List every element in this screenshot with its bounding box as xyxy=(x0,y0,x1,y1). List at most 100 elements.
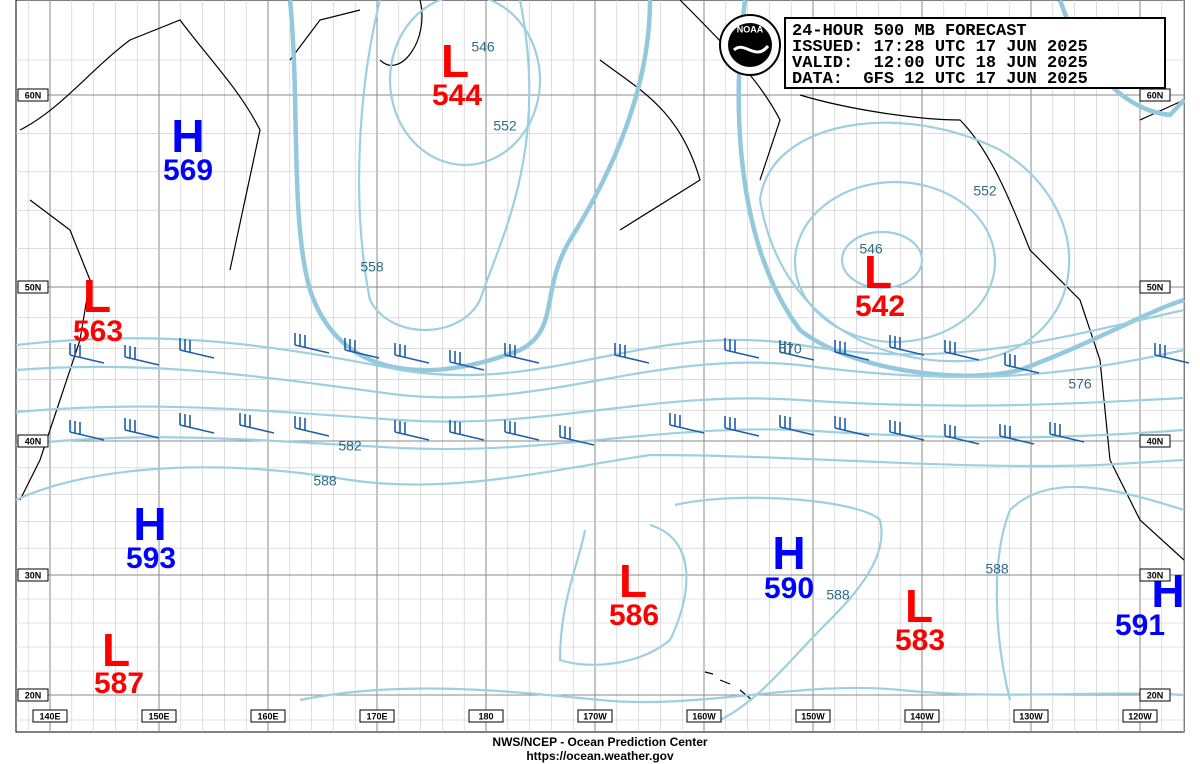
graticule-label: 30N xyxy=(1147,570,1164,580)
header-line: 24-HOUR 500 MB FORECAST xyxy=(792,22,1027,41)
center-letter: H xyxy=(171,110,204,162)
contour-labels: 546 552 558 570 576 582 588 588 588 546 552 xyxy=(313,39,1092,603)
graticule-label: 120W xyxy=(1128,711,1152,721)
label-box xyxy=(795,709,831,723)
graticule-label: 60N xyxy=(25,90,42,100)
wind-barb xyxy=(449,420,485,441)
center-letter: L xyxy=(102,624,130,676)
center-letter: L xyxy=(83,270,111,322)
graticule-label: 50N xyxy=(1147,282,1164,292)
map-frame xyxy=(15,0,1185,733)
wind-barb xyxy=(394,343,430,364)
wind-barb xyxy=(294,416,330,437)
wind-barb xyxy=(504,420,540,441)
wind-barb xyxy=(394,420,430,441)
graticule-label: 20N xyxy=(1147,690,1164,700)
wind-barb xyxy=(69,420,105,441)
contour-label: 552 xyxy=(973,183,997,199)
label-box xyxy=(1139,568,1171,582)
graticule-label: 20N xyxy=(25,690,42,700)
label-box xyxy=(250,709,286,723)
contour xyxy=(15,308,1185,377)
center-letter: H xyxy=(133,498,166,550)
center-value: 583 xyxy=(895,624,945,657)
center-letter: L xyxy=(619,555,647,607)
center-value: 593 xyxy=(126,542,176,575)
header-box xyxy=(784,17,1166,89)
graticule-label: 150W xyxy=(801,711,825,721)
contour-label: 588 xyxy=(985,561,1009,577)
footer: NWS/NCEP - Ocean Prediction Center xyxy=(492,735,707,749)
center-letter: L xyxy=(864,246,892,298)
contour-label: 582 xyxy=(338,438,362,454)
graticule-label: 140E xyxy=(39,711,60,721)
header-line: VALID: 12:00 UTC 18 JUN 2025 xyxy=(792,54,1088,73)
wind-barb xyxy=(779,340,815,361)
contour-label: 558 xyxy=(360,259,384,275)
wind-barb xyxy=(239,413,275,434)
graticule-label: 160E xyxy=(257,711,278,721)
graticule-label: 60N xyxy=(1147,90,1164,100)
coastline xyxy=(19,0,423,271)
label-box xyxy=(1139,434,1171,448)
wind-barb xyxy=(1004,353,1040,374)
contour xyxy=(287,0,653,373)
contour-label: 570 xyxy=(778,341,802,357)
label-box xyxy=(17,88,49,102)
wind-barb xyxy=(179,413,215,434)
graticule-labels: 60N 60N 50N 50N 40N 40N 30N 30N 20N 20N 140E 150E 16… xyxy=(17,88,1171,723)
center-value: 544 xyxy=(432,79,482,112)
label-box xyxy=(686,709,722,723)
contour xyxy=(15,453,1185,501)
center-letter: L xyxy=(441,35,469,87)
wind-barb xyxy=(179,338,215,359)
contour xyxy=(558,496,883,721)
logo-text: NOAA xyxy=(737,24,764,34)
label-box xyxy=(32,709,68,723)
graticule-label: 30N xyxy=(25,570,42,580)
logo-bird xyxy=(732,44,770,54)
contour xyxy=(736,0,1185,378)
label-box xyxy=(17,280,49,294)
graticule-label: 140W xyxy=(910,711,934,721)
label-box xyxy=(577,709,613,723)
label-box xyxy=(1122,709,1158,723)
wind-barb xyxy=(294,333,330,354)
header-line: DATA: GFS 12 UTC 17 JUN 2025 xyxy=(792,70,1088,89)
wind-barb xyxy=(889,420,925,441)
wind-barb xyxy=(614,343,650,364)
wind-barb xyxy=(344,338,380,359)
contour xyxy=(299,686,1185,704)
header-line: ISSUED: 17:28 UTC 17 JUN 2025 xyxy=(792,38,1088,57)
graticule-label: 150E xyxy=(148,711,169,721)
wind-barb xyxy=(834,416,870,437)
wind-barb xyxy=(944,424,980,445)
label-box xyxy=(17,434,49,448)
contour xyxy=(358,0,531,331)
contour-label: 588 xyxy=(826,587,850,603)
wind-barb xyxy=(889,335,925,356)
label-box xyxy=(141,709,177,723)
label-box xyxy=(904,709,940,723)
label-box xyxy=(17,688,49,702)
wind-barb xyxy=(724,338,760,359)
graticule-label: 170W xyxy=(583,711,607,721)
center-letter: L xyxy=(905,580,933,632)
center-value: 590 xyxy=(764,572,814,605)
wind-barb xyxy=(669,413,705,434)
center-value: 569 xyxy=(163,154,213,187)
center-value: 542 xyxy=(855,290,905,323)
wind-barb xyxy=(504,343,540,364)
graticule-label: 170E xyxy=(366,711,387,721)
wind-barb xyxy=(124,418,160,439)
graticule-label: 130W xyxy=(1019,711,1043,721)
contour-label: 576 xyxy=(1068,376,1092,392)
center-value: 563 xyxy=(73,315,123,348)
label-box xyxy=(359,709,395,723)
footer: https://ocean.weather.gov xyxy=(526,749,674,763)
wind-barb xyxy=(449,350,485,371)
graticule-label: 40N xyxy=(1147,436,1164,446)
